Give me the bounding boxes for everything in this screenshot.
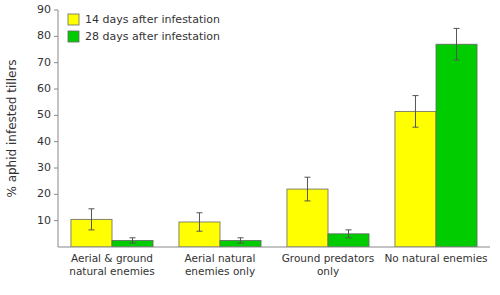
x-axis-line <box>58 247 490 248</box>
error-line <box>415 96 416 128</box>
x-tick-label: Aerial naturalenemies only <box>185 252 256 277</box>
x-tick-label-line: natural enemies <box>69 265 155 277</box>
y-axis-line <box>58 10 59 247</box>
y-tick <box>54 89 58 90</box>
error-cap <box>130 237 136 238</box>
error-cap <box>196 212 202 213</box>
error-cap <box>88 208 94 209</box>
y-tick-label: 60 <box>37 82 51 95</box>
bar <box>436 44 477 247</box>
error-bar <box>346 230 352 238</box>
error-cap <box>454 60 460 61</box>
error-bar <box>454 28 460 60</box>
y-tick-label: 30 <box>37 161 51 174</box>
error-bar <box>412 96 418 128</box>
legend-swatch <box>68 31 79 42</box>
error-cap <box>346 229 352 230</box>
error-bar <box>238 238 244 243</box>
error-cap <box>412 127 418 128</box>
error-bar <box>196 213 202 231</box>
x-tick-label: Aerial & groundnatural enemies <box>69 252 155 277</box>
y-tick <box>54 62 58 63</box>
error-cap <box>196 231 202 232</box>
error-line <box>456 28 457 60</box>
chart-container: 10 20 30 40 50 60 70 80 90 % aphid infested tille… <box>0 0 500 295</box>
error-bar <box>304 177 310 201</box>
error-cap <box>412 95 418 96</box>
y-tick <box>54 220 58 221</box>
error-cap <box>304 177 310 178</box>
error-cap <box>454 28 460 29</box>
y-tick-label: 50 <box>37 108 51 121</box>
y-tick <box>54 141 58 142</box>
y-tick-label: 90 <box>37 3 51 16</box>
error-bar <box>130 238 136 243</box>
y-tick-label: 80 <box>37 29 51 42</box>
x-tick-label-line: enemies only <box>185 265 255 277</box>
y-tick-label: 10 <box>37 214 51 227</box>
y-tick <box>54 115 58 116</box>
y-tick-label: 40 <box>37 135 51 148</box>
error-cap <box>304 200 310 201</box>
error-cap <box>238 243 244 244</box>
error-line <box>240 238 241 243</box>
y-tick-label: 20 <box>37 187 51 200</box>
x-tick-label: No natural enemies <box>384 252 487 264</box>
error-line <box>348 230 349 238</box>
x-tick-label-line: No natural enemies <box>384 252 487 264</box>
error-cap <box>346 237 352 238</box>
x-tick-label-line: only <box>317 265 339 277</box>
y-tick <box>54 36 58 37</box>
y-tick-label: 70 <box>37 56 51 69</box>
error-bar <box>88 209 94 230</box>
legend-swatch <box>68 14 79 25</box>
error-cap <box>130 243 136 244</box>
plot-area <box>71 28 477 247</box>
x-tick-label-line: Ground predators <box>282 252 375 264</box>
y-tick <box>54 10 58 11</box>
error-cap <box>88 229 94 230</box>
x-tick-label: Ground predatorsonly <box>282 252 375 277</box>
legend-label: 28 days after infestation <box>85 30 220 43</box>
error-line <box>132 238 133 243</box>
chart: 10 20 30 40 50 60 70 80 90 % aphid infested tille… <box>0 0 500 295</box>
y-tick <box>54 168 58 169</box>
x-tick-label-line: Aerial & ground <box>71 252 153 264</box>
legend-label: 14 days after infestation <box>85 13 220 26</box>
y-axis-label: % aphid infested tillers <box>5 59 19 197</box>
error-line <box>91 209 92 230</box>
error-cap <box>238 237 244 238</box>
bar <box>395 111 436 247</box>
x-tick-label-line: Aerial natural <box>185 252 256 264</box>
y-tick <box>54 194 58 195</box>
legend: 14 days after infestation 28 days after i… <box>68 13 220 43</box>
error-line <box>307 177 308 201</box>
error-line <box>199 213 200 231</box>
